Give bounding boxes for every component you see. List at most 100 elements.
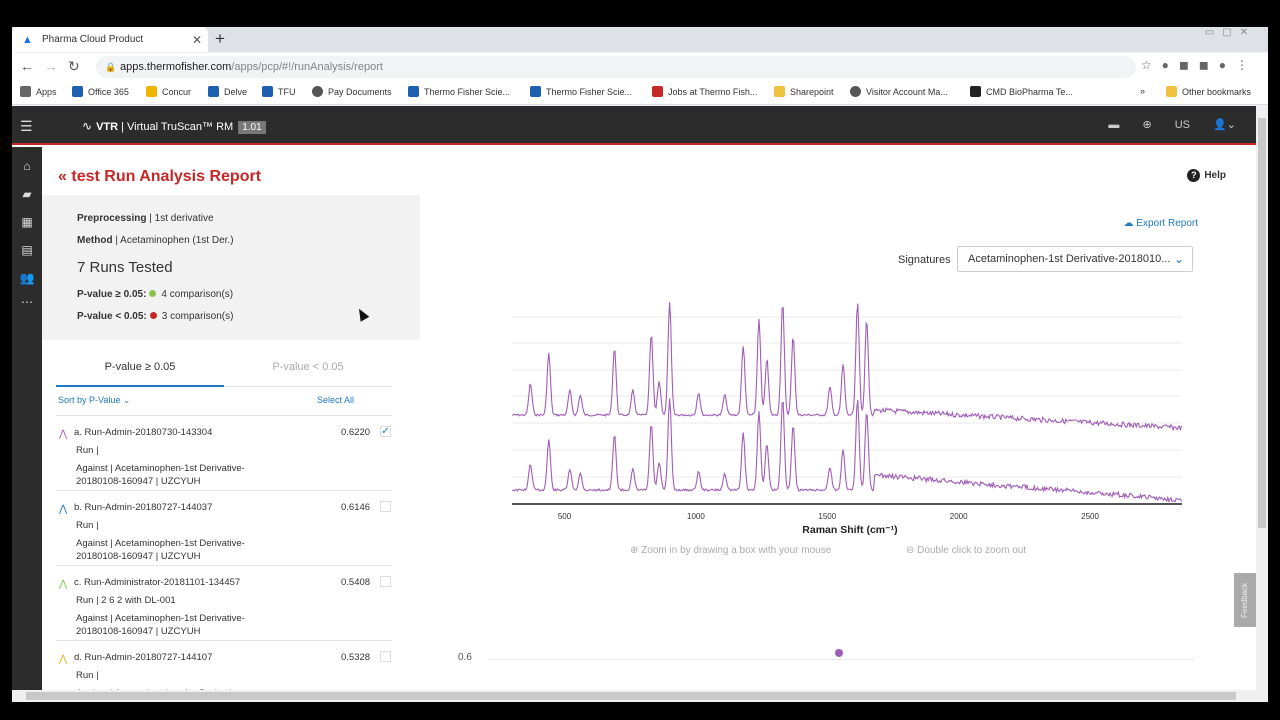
extension-icons[interactable]: ☆●◼◼●⋮ xyxy=(1140,58,1258,72)
horizontal-scrollbar[interactable] xyxy=(12,690,1268,702)
x-axis-label: Raman Shift (cm⁻¹) xyxy=(802,524,897,536)
list-item[interactable]: ⋀ a. Run-Admin-20180730-143304 0.6220 ✓ Run … xyxy=(56,415,392,490)
select-all-link[interactable]: Select All xyxy=(316,395,354,405)
method-row: Method | Acetaminophen (1st Der.) xyxy=(77,235,234,246)
series-line-upper xyxy=(511,302,1183,432)
bookmark-thermo-1[interactable]: Thermo Fisher Scie... xyxy=(408,86,510,97)
bookmarks-overflow-icon[interactable]: » xyxy=(1140,86,1146,96)
region-label: US xyxy=(1174,119,1191,131)
select-checkbox[interactable] xyxy=(380,576,391,587)
bookmark-delve[interactable]: Delve xyxy=(208,86,247,97)
tab-pvalue-pass[interactable]: P-value ≥ 0.05 xyxy=(104,361,176,373)
horizontal-scroll-thumb[interactable] xyxy=(26,692,1236,700)
run-name: a. Run-Admin-20180730-143304 xyxy=(74,427,213,438)
spectrum-chart[interactable]: 500 1000 1500 2000 2500 Raman Shift (cm⁻¹) xyxy=(465,287,1195,537)
preprocessing-row: Preprocessing | 1st derivative xyxy=(77,213,214,224)
summary-panel: Preprocessing | 1st derivative Method | … xyxy=(42,195,420,340)
vtr-logo-icon: ∿ xyxy=(82,119,93,133)
select-checkbox[interactable] xyxy=(380,651,391,662)
menu-icon[interactable]: ☰ xyxy=(20,118,33,134)
address-bar[interactable]: 🔒 apps.thermofisher.com/apps/pcp/#!/runA… xyxy=(96,56,1136,78)
chat-icon[interactable]: ▬ xyxy=(1108,119,1120,131)
list-item[interactable]: ⋀ d. Run-Admin-20180727-144107 0.5328 Run |… xyxy=(56,640,392,690)
thermo-favicon-icon: ▲ xyxy=(22,33,33,46)
window-controls-icon[interactable]: ▭▢✕ xyxy=(1204,27,1256,38)
sort-dropdown[interactable]: Sort by P-Value ⌄ xyxy=(58,395,131,405)
lock-icon: 🔒 xyxy=(105,62,117,72)
chevron-down-icon: ⌄ xyxy=(122,395,131,405)
header-actions: ▬ ⊕ US 👤⌄ xyxy=(1088,118,1236,131)
run-label: Run | 2 6 2 with DL-001 xyxy=(76,595,176,606)
forward-icon[interactable]: → xyxy=(44,58,58,74)
bookmark-pay-documents[interactable]: Pay Documents xyxy=(312,86,392,97)
active-tab-indicator xyxy=(56,385,224,387)
reload-icon[interactable]: ↻ xyxy=(68,58,80,74)
browser-tab[interactable]: ▲ Pharma Cloud Product ✕ xyxy=(12,27,208,52)
zoom-out-icon: ⊖ xyxy=(906,545,915,556)
bookmark-concur[interactable]: Concur xyxy=(146,86,191,97)
chevron-down-icon: ⌄ xyxy=(1173,252,1184,266)
signatures-select[interactable]: Acetaminophen-1st Derivative-2018010... ⌄ xyxy=(957,246,1193,272)
p-value: 0.6146 xyxy=(341,502,371,513)
folder-icon xyxy=(774,86,785,97)
bookmark-apps[interactable]: Apps xyxy=(20,86,57,97)
back-icon[interactable]: ← xyxy=(20,58,34,74)
p-value: 0.6220 xyxy=(341,427,371,438)
user-menu-icon[interactable]: 👤⌄ xyxy=(1213,119,1236,131)
back-chevron-icon[interactable]: « xyxy=(58,168,67,185)
help-label: Help xyxy=(1204,170,1226,181)
vertical-scrollbar[interactable] xyxy=(1256,106,1268,690)
more-icon[interactable]: ⋯ xyxy=(21,295,33,309)
tab-pvalue-fail[interactable]: P-value < 0.05 xyxy=(272,361,344,373)
brand-rest: | Virtual TruScan™ RM xyxy=(118,121,234,133)
help-icon: ? xyxy=(1187,169,1201,182)
bookmark-sharepoint[interactable]: Sharepoint xyxy=(774,86,834,97)
run-list: ⋀ a. Run-Admin-20180730-143304 0.6220 ✓ Run … xyxy=(56,415,392,690)
page-title[interactable]: « test Run Analysis Report xyxy=(58,168,261,186)
help-button[interactable]: ? Help xyxy=(1187,169,1226,182)
feedback-tab[interactable]: Feedback xyxy=(1234,573,1256,627)
against-label: Against | Acetaminophen-1st Derivative- 2… xyxy=(76,538,245,562)
close-tab-icon[interactable]: ✕ xyxy=(191,33,202,47)
select-checkbox[interactable] xyxy=(380,501,391,512)
signatures-label: Signatures xyxy=(898,254,951,266)
grid-icon[interactable]: ▦ xyxy=(21,215,33,229)
list-item[interactable]: ⋀ b. Run-Admin-20180727-144037 0.6146 Run |… xyxy=(56,490,392,565)
p-value: 0.5328 xyxy=(341,652,371,663)
new-tab-icon[interactable]: + xyxy=(215,29,225,48)
zoom-out-hint: ⊖ Double click to zoom out xyxy=(906,545,1027,556)
cloud-download-icon: ☁ xyxy=(1123,218,1134,229)
bookmark-visitor[interactable]: Visitor Account Ma... xyxy=(850,86,948,97)
lower-chart-point[interactable] xyxy=(835,649,843,657)
folder-open-icon[interactable]: ▰ xyxy=(22,187,32,201)
database-icon[interactable]: ▤ xyxy=(21,243,33,257)
lower-chart-ytick: 0.6 xyxy=(458,652,472,663)
list-item[interactable]: ⋀ c. Run-Administrator-20181101-134457 0.5… xyxy=(56,565,392,640)
users-icon[interactable]: 👥 xyxy=(19,271,35,285)
bookmark-other[interactable]: Other bookmarks xyxy=(1166,86,1251,97)
run-type-icon: ⋀ xyxy=(59,654,68,665)
export-report-button[interactable]: ☁ Export Report xyxy=(1123,218,1198,229)
bookmark-jobs[interactable]: Jobs at Thermo Fish... xyxy=(652,86,757,97)
bookmark-thermo-2[interactable]: Thermo Fisher Scie... xyxy=(530,86,632,97)
url-path: /apps/pcp/#!/runAnalysis/report xyxy=(231,61,383,73)
side-nav: ⌂ ▰ ▦ ▤ 👥 ⋯ xyxy=(12,147,42,690)
bookmark-office365[interactable]: Office 365 xyxy=(72,86,129,97)
thermo-t-icon xyxy=(652,86,663,97)
run-type-icon: ⋀ xyxy=(59,504,68,515)
run-name: b. Run-Admin-20180727-144037 xyxy=(74,502,213,513)
bookmark-tfu[interactable]: TFU xyxy=(262,86,296,97)
vertical-scroll-thumb[interactable] xyxy=(1258,118,1266,528)
runs-tested: 7 Runs Tested xyxy=(77,259,173,276)
home-icon[interactable]: ⌂ xyxy=(23,159,31,173)
run-label: Run | xyxy=(76,445,99,456)
bookmark-cmd[interactable]: CMD BioPharma Te... xyxy=(970,86,1073,97)
tab-title: Pharma Cloud Product xyxy=(42,34,144,45)
globe-icon[interactable]: ⊕ US xyxy=(1142,119,1191,131)
select-checkbox[interactable]: ✓ xyxy=(380,426,391,437)
run-name: d. Run-Admin-20180727-144107 xyxy=(74,652,213,663)
x-tick-label: 2000 xyxy=(950,512,968,521)
tab-strip: ▲ Pharma Cloud Product ✕ + ▭▢✕ xyxy=(12,27,1268,52)
run-label: Run | xyxy=(76,670,99,681)
